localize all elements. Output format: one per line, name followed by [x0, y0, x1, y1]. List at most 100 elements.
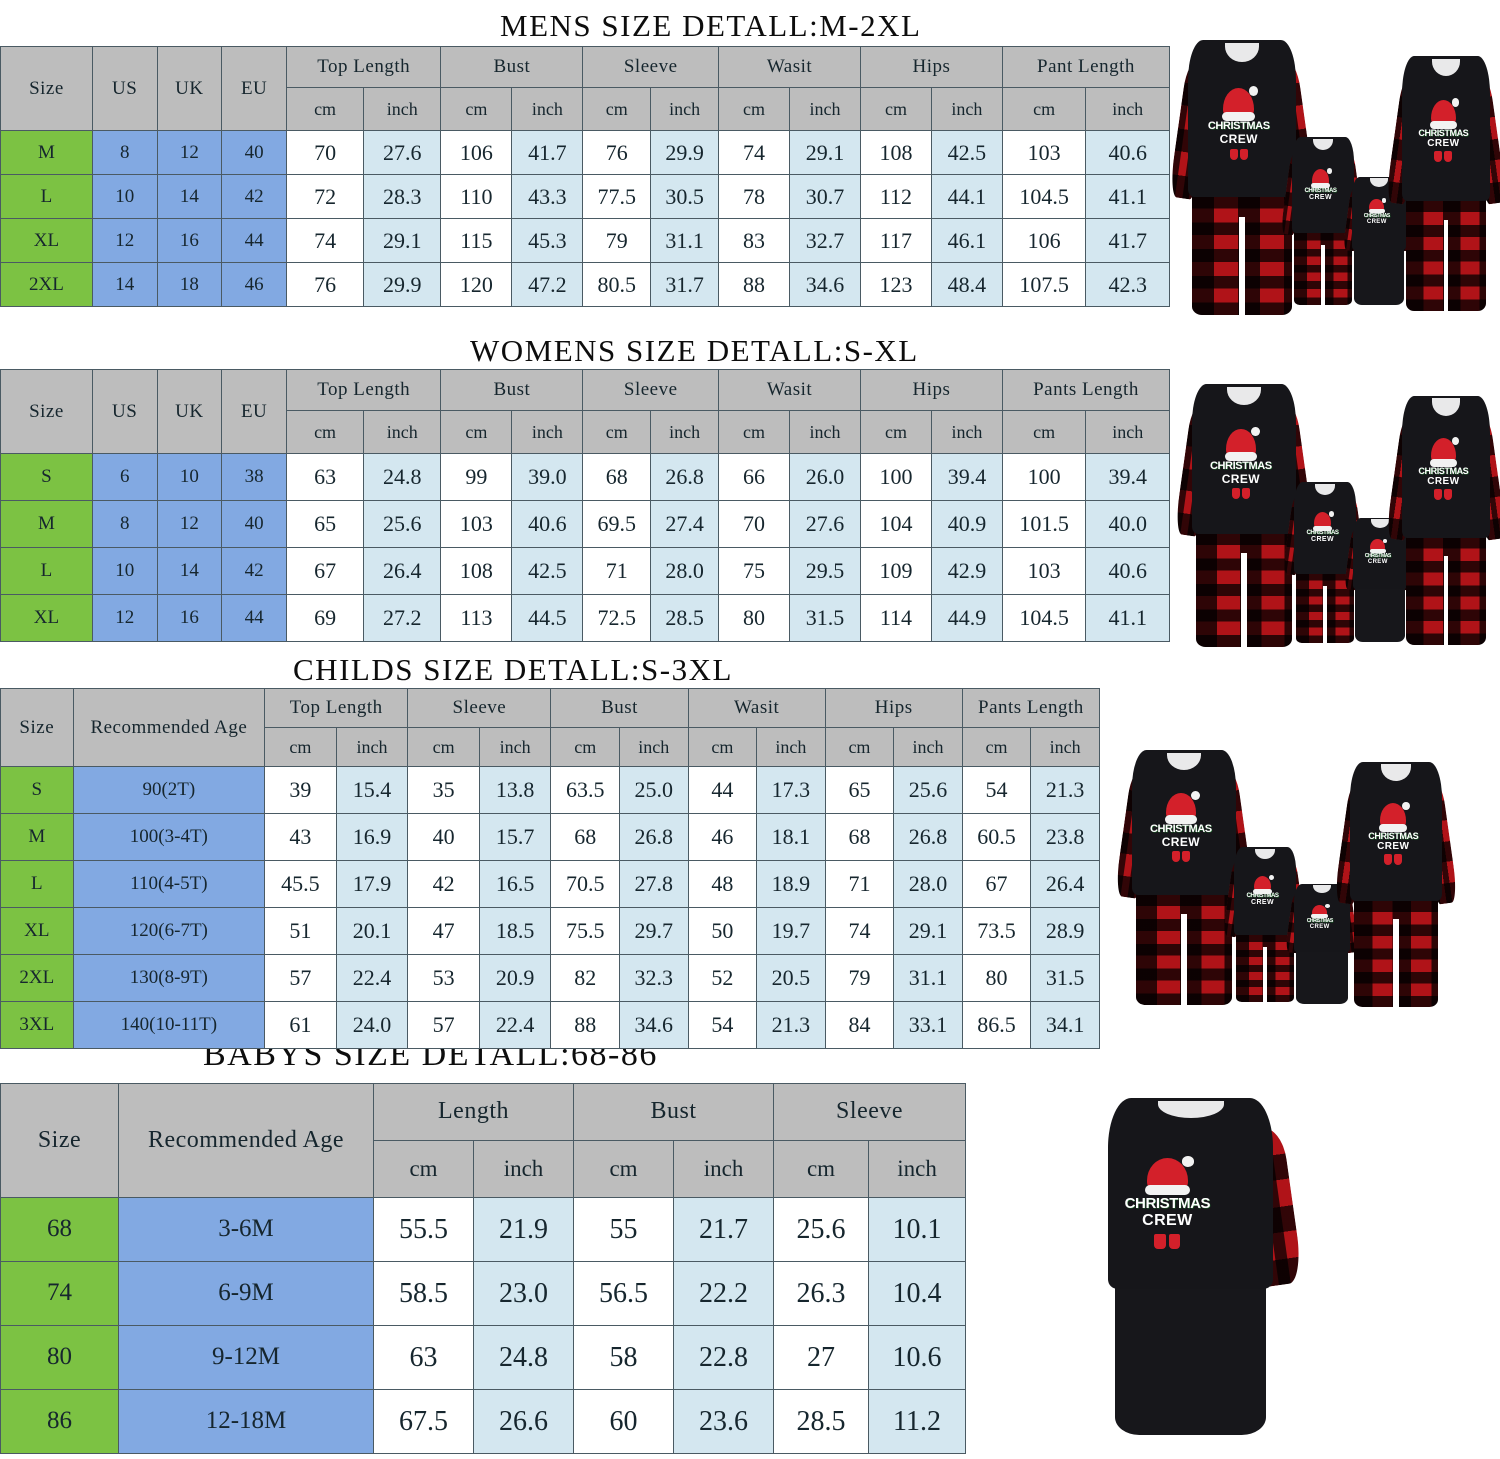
- table-row: S 6 10 38 63 24.8 99 39.0 68 26.8 66 26.…: [0, 453, 1170, 501]
- cell-measure: 68: [824, 813, 895, 861]
- cell-measure: 10.6: [868, 1325, 967, 1390]
- cell-measure: 71: [824, 860, 895, 908]
- col-header-sleeve: Sleeve: [582, 46, 720, 88]
- unit-header-inch: inch: [930, 410, 1003, 454]
- cell-measure: 29.1: [893, 907, 963, 955]
- cell-measure: 68: [582, 453, 652, 501]
- cell-measure: 29.1: [788, 130, 861, 175]
- cell-measure: 41.1: [1085, 594, 1170, 642]
- col-header-hips: Hips: [859, 46, 1003, 88]
- cell-measure: 88: [718, 262, 790, 307]
- cell-measure: 31.5: [1030, 954, 1100, 1002]
- collar: [1370, 178, 1388, 187]
- cell-measure: 11.2: [868, 1389, 967, 1454]
- cell-measure: 68: [550, 813, 620, 861]
- table-row: XL 12 16 44 74 29.1 115 45.3 79 31.1 83 …: [0, 218, 1170, 263]
- childs-size-table: Size Recommended Age Top Length Sleeve B…: [0, 688, 1101, 1049]
- cell-measure: 40.6: [1085, 130, 1170, 175]
- cell-measure: 55: [573, 1197, 675, 1262]
- collar: [1157, 1101, 1224, 1118]
- cell-measure: 16.5: [478, 860, 552, 908]
- cell-recommended-age: 9-12M: [118, 1325, 374, 1390]
- cell-measure: 23.6: [673, 1389, 775, 1454]
- cell-measure: 42.9: [930, 547, 1003, 595]
- cell-measure: 61: [264, 1001, 337, 1049]
- col-header-bust: Bust: [440, 369, 584, 411]
- unit-header-inch: inch: [789, 410, 861, 454]
- collar: [1431, 398, 1461, 416]
- cell-measure: 112: [859, 174, 932, 219]
- unit-header-cm: cm: [264, 727, 337, 767]
- cell-measure: 16.9: [335, 813, 409, 861]
- childs-size-table-wrapper: Size Recommended Age Top Length Sleeve B…: [0, 688, 1101, 1049]
- unit-header-cm: cm: [373, 1140, 474, 1198]
- unit-header-cm: cm: [718, 410, 790, 454]
- cell-measure: 76: [285, 262, 365, 307]
- unit-header-inch: inch: [619, 727, 689, 767]
- cell-measure: 74: [718, 130, 790, 175]
- pajama-pants: [1196, 513, 1292, 648]
- cell-measure: 30.5: [650, 174, 720, 219]
- cell-measure: 67: [285, 547, 365, 595]
- cell-measure: 27.8: [619, 860, 689, 908]
- unit-header-cm: cm: [440, 87, 513, 131]
- cell-measure: 54: [687, 1001, 758, 1049]
- cell-measure: 15.7: [478, 813, 552, 861]
- unit-header-cm: cm: [859, 410, 932, 454]
- cell-uk: 16: [156, 594, 223, 642]
- cell-measure: 44: [687, 766, 758, 814]
- cell-measure: 66: [718, 453, 790, 501]
- cell-measure: 99: [440, 453, 513, 501]
- table-row: L 10 14 42 72 28.3 110 43.3 77.5 30.5 78…: [0, 174, 1170, 219]
- col-header-size: Size: [0, 46, 93, 131]
- unit-header-inch: inch: [472, 1140, 575, 1198]
- cell-measure: 20.1: [335, 907, 409, 955]
- col-header-bust: Bust: [440, 46, 584, 88]
- cell-measure: 21.3: [756, 1001, 826, 1049]
- cell-size: L: [0, 174, 93, 219]
- unit-header-cm: cm: [1001, 410, 1087, 454]
- cell-recommended-age: 100(3-4T): [72, 813, 266, 861]
- cell-measure: 28.0: [893, 860, 963, 908]
- unit-header-inch: inch: [1085, 87, 1170, 131]
- cell-measure: 110: [440, 174, 513, 219]
- product-photo-group-3: CHRISTMAS CREW CHRISTMAS CREW CHRISTMAS …: [1113, 712, 1492, 1012]
- cell-measure: 29.1: [363, 218, 442, 263]
- table-header-row-2: cm inch cm inch cm inch cm inch cm inch …: [1, 87, 1170, 131]
- cell-measure: 115: [440, 218, 513, 263]
- cell-measure: 42.5: [930, 130, 1003, 175]
- product-photo-group-2: CHRISTMAS CREW CHRISTMAS CREW CHRISTMAS …: [1173, 378, 1500, 658]
- cell-measure: 27.6: [789, 500, 861, 548]
- collar: [1313, 885, 1331, 894]
- cell-measure: 27.6: [363, 130, 442, 175]
- cell-measure: 77.5: [582, 174, 652, 219]
- collar: [1313, 138, 1333, 151]
- unit-header-cm: cm: [1001, 87, 1087, 131]
- cell-measure: 48: [687, 860, 758, 908]
- col-header-hips: Hips: [859, 369, 1003, 411]
- pajama-pants: [1296, 561, 1354, 644]
- cell-measure: 54: [961, 766, 1032, 814]
- collar: [1381, 764, 1411, 782]
- cell-measure: 78: [718, 174, 790, 219]
- table-row: XL 120(6-7T) 51 20.1 47 18.5 75.5 29.7 5…: [0, 907, 1100, 955]
- cell-measure: 21.7: [673, 1197, 775, 1262]
- pajama-top: [1108, 1098, 1273, 1290]
- cell-measure: 35: [407, 766, 480, 814]
- mens-size-table-wrapper: Size US UK EU Top Length Bust Sleeve Was…: [0, 46, 1171, 307]
- cell-recommended-age: 12-18M: [118, 1389, 374, 1454]
- collar: [1224, 42, 1260, 62]
- cell-measure: 40: [407, 813, 480, 861]
- table-row: 86 12-18M 67.5 26.6 60 23.6 28.5 11.2: [0, 1389, 967, 1454]
- pajama-figure-baby-romper: CHRISTMAS CREW: [1108, 1098, 1304, 1435]
- pajama-top: [1402, 56, 1490, 201]
- cell-measure: 63.5: [550, 766, 620, 814]
- pajama-figure-mom: CHRISTMAS CREW: [1333, 762, 1459, 1007]
- cell-measure: 26.0: [789, 453, 861, 501]
- cell-measure: 76: [582, 130, 652, 175]
- cell-measure: 28.5: [650, 594, 720, 642]
- cell-measure: 31.1: [893, 954, 963, 1002]
- col-header-uk: UK: [156, 46, 223, 131]
- table-row: L 10 14 42 67 26.4 108 42.5 71 28.0 75 2…: [0, 547, 1170, 595]
- cell-measure: 28.9: [1030, 907, 1100, 955]
